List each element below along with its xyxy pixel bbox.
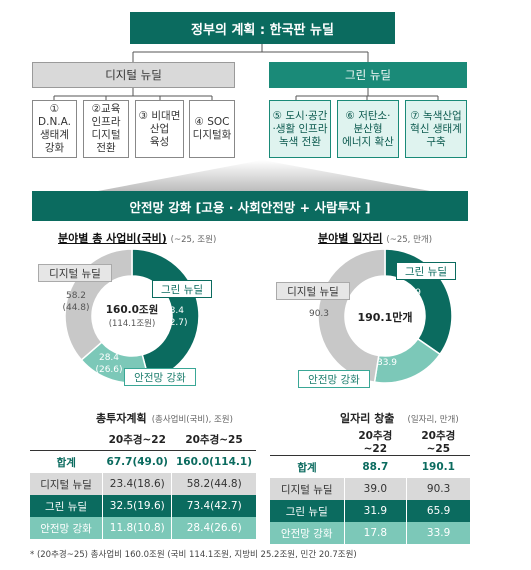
row-value: 32.5(19.6) — [102, 495, 172, 517]
donut2-center-main: 190.1만개 — [357, 311, 413, 324]
table-row: 디지털 뉴딜 23.4(18.6) 58.2(44.8) — [30, 473, 256, 495]
digital-item-2: ②교육 인프라 디지털 전환 — [83, 100, 129, 158]
chart1-title-row: 분야별 총 사업비(국비) (~25, 조원) — [58, 230, 216, 246]
table-row: 합계 67.7(49.0) 160.0(114.1) — [30, 451, 256, 474]
donut1-green-tag: 그린 뉴딜 — [152, 280, 212, 298]
row-label: 합계 — [297, 461, 317, 474]
row-value: 31.9 — [343, 500, 407, 522]
chart2-title: 분야별 일자리 — [318, 232, 383, 245]
row-value: 65.9 — [406, 500, 470, 522]
donut1-digital-value: 58.2 (44.8) — [62, 291, 90, 313]
row-value: 17.8 — [343, 522, 407, 544]
table1-title-row: 총투자계획 (총사업비(국비), 조원) — [96, 407, 233, 426]
table2-title-row: 일자리 창출 (일자리, 만개) — [340, 407, 459, 426]
funnel-shape — [98, 160, 430, 191]
donut2-safety-value: 33.9 — [376, 358, 398, 368]
chart2-title-row: 분야별 일자리 (~25, 만개) — [318, 230, 432, 246]
digital-item-4: ④ SOC 디지털화 — [189, 100, 235, 158]
row-label: 합계 — [56, 456, 76, 469]
row-value: 33.9 — [406, 522, 470, 544]
donut1-center-sub: (114.1조원) — [108, 319, 156, 329]
row-value: 160.0(114.1) — [175, 456, 252, 468]
row-value: 58.2(44.8) — [171, 473, 256, 495]
chart2-unit: (~25, 만개) — [386, 235, 433, 245]
table-row: 그린 뉴딜 31.9 65.9 — [270, 500, 470, 522]
donut1-center-main: 160.0조원 — [105, 304, 159, 316]
digital-item-1: ① D.N.A. 생태계 강화 — [32, 100, 77, 158]
table2-unit: (일자리, 만개) — [407, 415, 459, 425]
table2-title: 일자리 창출 — [340, 412, 395, 425]
table-row: 그린 뉴딜 32.5(19.6) 73.4(42.7) — [30, 495, 256, 517]
row-label: 안전망 강화 — [270, 522, 344, 544]
table-row: 안전망 강화 11.8(10.8) 28.4(26.6) — [30, 517, 256, 539]
donut2-safety-tag: 안전망 강화 — [298, 370, 370, 388]
green-item-6: ⑥ 저탄소· 분산형 에너지 확산 — [337, 100, 399, 158]
row-value: 39.0 — [343, 478, 407, 500]
connector-lines — [53, 44, 439, 191]
row-value: 67.7(49.0) — [106, 456, 168, 468]
table1-col1: 20추경~22 — [102, 428, 172, 451]
row-value: 11.8(10.8) — [102, 517, 172, 539]
chart1-unit: (~25, 조원) — [170, 235, 217, 245]
table1-unit: (총사업비(국비), 조원) — [151, 415, 233, 425]
donut1-green-value: 73.4 (42.7) — [160, 306, 188, 328]
green-new-deal-box: 그린 뉴딜 — [269, 62, 467, 88]
table2-col2: 20추경~25 — [406, 428, 470, 456]
green-item-7: ⑦ 녹색산업 혁신 생태계 구축 — [405, 100, 467, 158]
table-row: 디지털 뉴딜 39.0 90.3 — [270, 478, 470, 500]
donut1-safety-value: 28.4 (26.6) — [95, 353, 123, 375]
row-value: 73.4(42.7) — [171, 495, 256, 517]
donut1-safety-tag: 안전망 강화 — [124, 368, 196, 386]
donut1-center: 160.0조원 (114.1조원) — [92, 302, 172, 329]
row-value: 190.1 — [421, 461, 455, 473]
donut2-digital-tag: 디지털 뉴딜 — [276, 282, 350, 300]
investment-table: 20추경~22 20추경~25 합계 67.7(49.0) 160.0(114.… — [30, 428, 256, 539]
row-label: 그린 뉴딜 — [30, 495, 103, 517]
table2-col1: 20추경~22 — [344, 428, 407, 456]
table-row: 합계 88.7 190.1 — [270, 456, 470, 479]
row-value: 88.7 — [362, 461, 389, 473]
row-value: 90.3 — [406, 478, 470, 500]
row-label: 그린 뉴딜 — [270, 500, 344, 522]
donut1-digital-tag: 디지털 뉴딜 — [38, 264, 112, 282]
donut2-digital-value: 90.3 — [308, 309, 330, 319]
donut2-green-tag: 그린 뉴딜 — [396, 262, 456, 280]
safety-net-banner: 안전망 강화 [고용 · 사회안전망 + 사람투자 ] — [32, 191, 468, 221]
row-label: 디지털 뉴딜 — [270, 478, 344, 500]
chart1-title: 분야별 총 사업비(국비) — [58, 232, 167, 245]
jobs-table: 20추경~22 20추경~25 합계 88.7 190.1 디지털 뉴딜 39.… — [270, 428, 470, 544]
row-label: 안전망 강화 — [30, 517, 103, 539]
footnote: * (20추경~25) 총사업비 160.0조원 (국비 114.1조원, 지방… — [30, 550, 357, 560]
table1-title: 총투자계획 — [96, 412, 147, 425]
table1-col2: 20추경~25 — [171, 428, 256, 451]
table-row: 안전망 강화 17.8 33.9 — [270, 522, 470, 544]
digital-item-3: ③ 비대면 산업 육성 — [135, 100, 184, 158]
page-title: 정부의 계획 : 한국판 뉴딜 — [130, 12, 395, 44]
row-label: 디지털 뉴딜 — [30, 473, 103, 495]
green-item-5: ⑤ 도시·공간 ·생활 인프라 녹색 전환 — [269, 100, 331, 158]
donut2-green-value: 65.9 — [400, 288, 422, 298]
digital-new-deal-box: 디지털 뉴딜 — [32, 62, 235, 88]
row-value: 28.4(26.6) — [171, 517, 256, 539]
row-value: 23.4(18.6) — [102, 473, 172, 495]
